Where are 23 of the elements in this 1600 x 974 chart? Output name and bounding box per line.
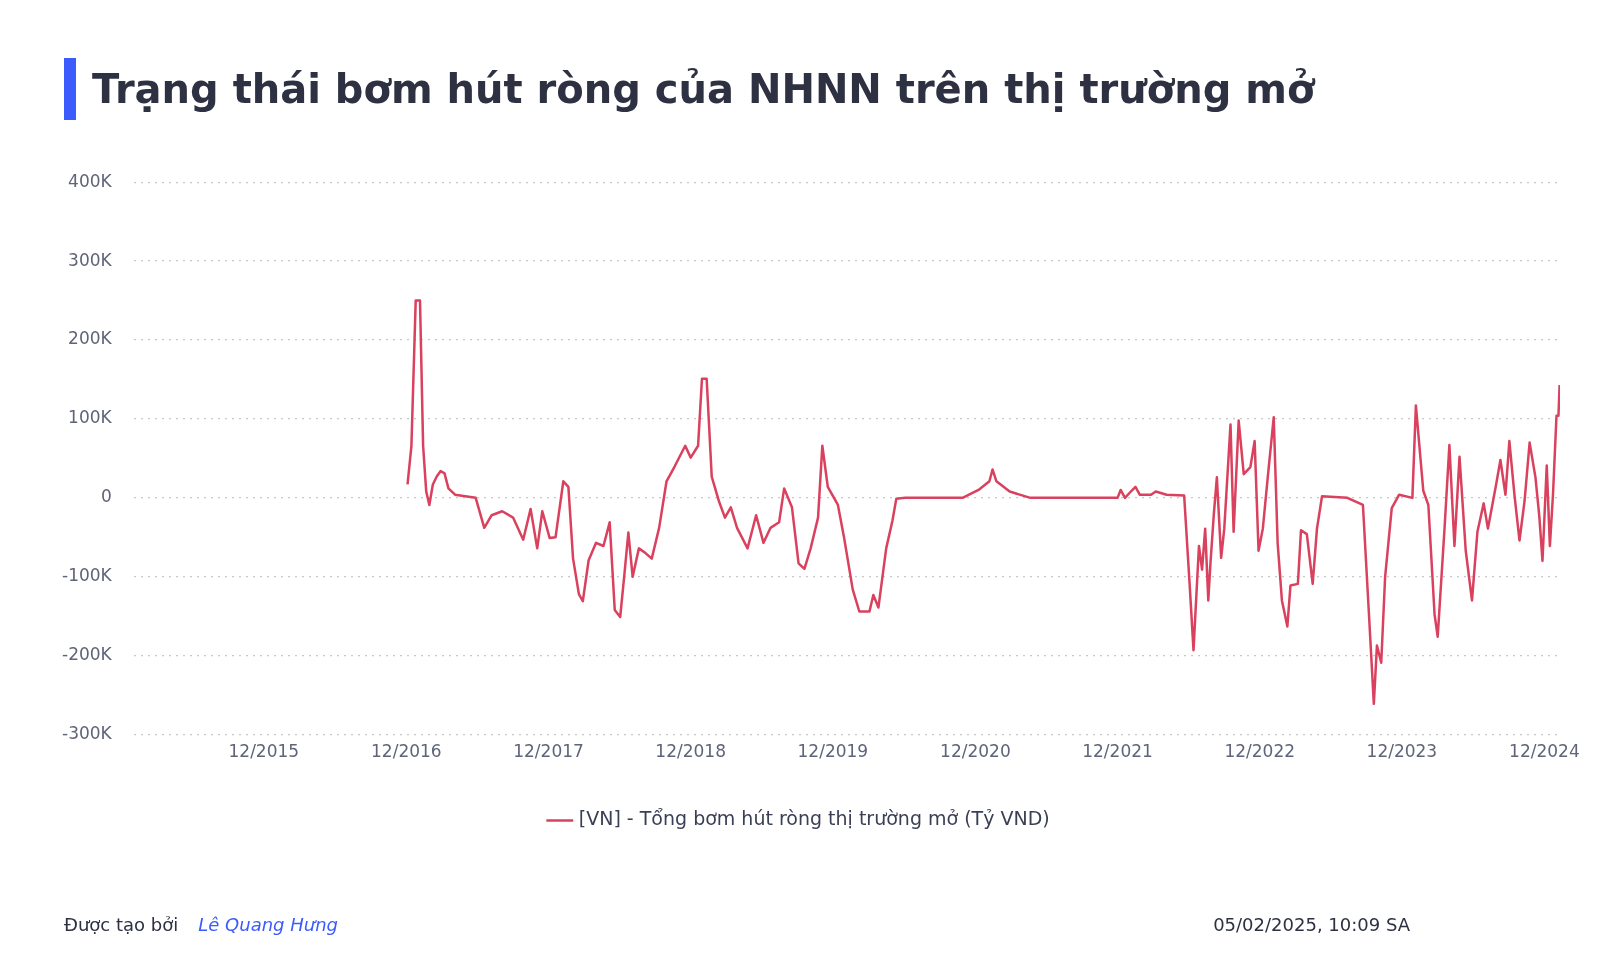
y-tick-label: -300K xyxy=(62,723,113,744)
y-tick-label: -200K xyxy=(62,644,113,665)
text: 05/02/2025, 10:09 SA xyxy=(1213,914,1410,935)
y-tick-label: 400K xyxy=(68,170,113,191)
text: Được tạo bởi xyxy=(64,914,179,935)
x-tick-label: 12/2019 xyxy=(797,741,869,762)
x-tick-label: 12/2020 xyxy=(940,741,1011,762)
y-tick-label: 100K xyxy=(68,407,113,428)
x-tick-label: 12/2015 xyxy=(228,741,300,762)
x-tick-label: 12/2018 xyxy=(655,741,726,762)
x-tick-label: 12/2023 xyxy=(1366,741,1438,762)
y-tick-label: 200K xyxy=(68,328,113,349)
text: Lê Quang Hưng xyxy=(198,914,339,935)
y-tick-label: -100K xyxy=(62,565,113,586)
x-tick-label: 12/2016 xyxy=(371,741,442,762)
y-tick-label: 300K xyxy=(68,249,113,270)
legend-label: [VN] - Tổng bơm hút ròng thị trường mở (Tỷ VND) xyxy=(578,807,1050,830)
x-tick-label: 12/2024 xyxy=(1509,741,1580,762)
x-tick-label: 12/2021 xyxy=(1082,741,1153,762)
y-tick-label: 0 xyxy=(100,486,112,507)
x-tick-label: 12/2017 xyxy=(513,741,584,762)
chart-title: Trạng thái bơm hút ròng của NHNN trên thị trường mở xyxy=(92,66,1315,112)
x-tick-label: 12/2022 xyxy=(1224,741,1296,762)
